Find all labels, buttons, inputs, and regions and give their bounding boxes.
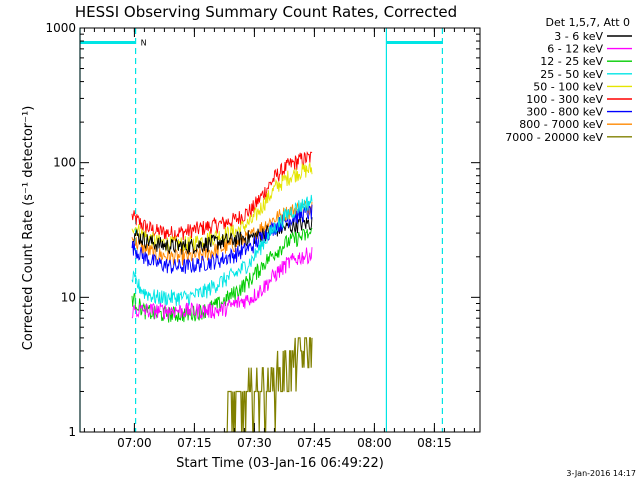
axes-layer: 1 10 100 1000 07:00 07:15 07:30 07:45 08:00 08:15 (45, 21, 481, 450)
series-line-0 (131, 151, 313, 242)
y-tick-label-3: 1000 (45, 21, 76, 35)
x-tick-label-2: 07:30 (237, 436, 272, 450)
y-tick-label-0: 1 (68, 425, 76, 439)
marker-bar-label-4: N (141, 39, 147, 48)
series-line-6 (131, 227, 313, 323)
legend-label-5: 100 - 300 keV (526, 93, 603, 106)
x-tick-label-3: 07:45 (297, 436, 332, 450)
legend-label-7: 800 - 7000 keV (519, 118, 603, 131)
y-tick-label-2: 100 (53, 156, 76, 170)
legend-label-8: 7000 - 20000 keV (505, 131, 603, 144)
series-line-5 (131, 194, 313, 307)
x-tick-label-1: 07:15 (177, 436, 212, 450)
series-line-2 (131, 200, 313, 266)
y-tick-label-1: 10 (61, 290, 76, 304)
series-line-4 (131, 204, 313, 274)
footer-date: 3-Jan-2016 14:17 (566, 469, 636, 478)
series-line-8 (224, 337, 313, 433)
legend-label-4: 50 - 100 keV (533, 80, 603, 93)
legend-label-0: 3 - 6 keV (554, 30, 603, 43)
series-layer (131, 151, 313, 433)
x-axis-label: Start Time (03-Jan-16 06:49:22) (176, 456, 384, 471)
series-line-3 (131, 215, 313, 255)
chart-title: HESSI Observing Summary Count Rates, Cor… (75, 3, 457, 21)
x-tick-label-5: 08:15 (417, 436, 452, 450)
legend-header: Det 1,5,7, Att 0 (546, 16, 630, 29)
plot-frame (79, 27, 481, 433)
series-line-7 (131, 247, 313, 320)
legend-label-1: 6 - 12 keV (547, 43, 603, 56)
legend-label-2: 12 - 25 keV (540, 55, 603, 68)
x-tick-label-0: 07:00 (117, 436, 152, 450)
y-axis-label: Corrected Count Rate (s⁻¹ detector⁻¹) (21, 106, 36, 351)
x-tick-label-4: 08:00 (357, 436, 392, 450)
legend-label-3: 25 - 50 keV (540, 68, 603, 81)
legend-label-6: 300 - 800 keV (526, 106, 603, 119)
